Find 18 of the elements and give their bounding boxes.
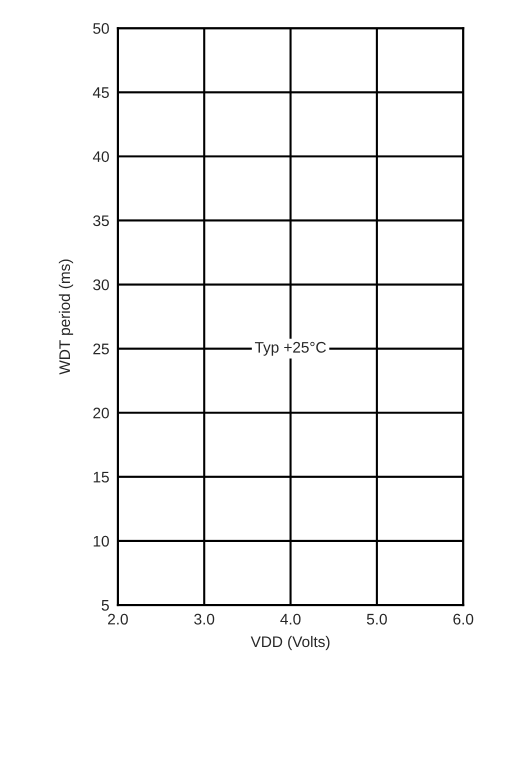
x-tick-label: 5.0 [366,614,387,625]
y-tick-label: 45 [92,87,109,98]
y-axis-title: WDT period (ms) [58,260,74,375]
y-tick-label: 5 [102,600,109,611]
y-tick-label: 15 [94,472,109,483]
y-tick-label: 20 [93,408,109,418]
y-tick-label: 10 [94,536,109,547]
x-tick-label: 3.0 [194,614,214,625]
annotation: Typ +25°C [254,342,326,356]
x-tick-label: 2.0 [108,614,128,625]
x-tick-label: 4.0 [280,614,301,625]
y-tick-label: 50 [93,23,109,34]
y-tick-label: 25 [93,344,109,354]
y-tick-label: 30 [93,279,109,290]
y-tick-label: 35 [93,215,109,226]
x-tick-label: 6.0 [453,614,474,625]
y-tick-label: 40 [92,151,109,162]
x-axis-title: VDD (Volts) [250,636,330,650]
